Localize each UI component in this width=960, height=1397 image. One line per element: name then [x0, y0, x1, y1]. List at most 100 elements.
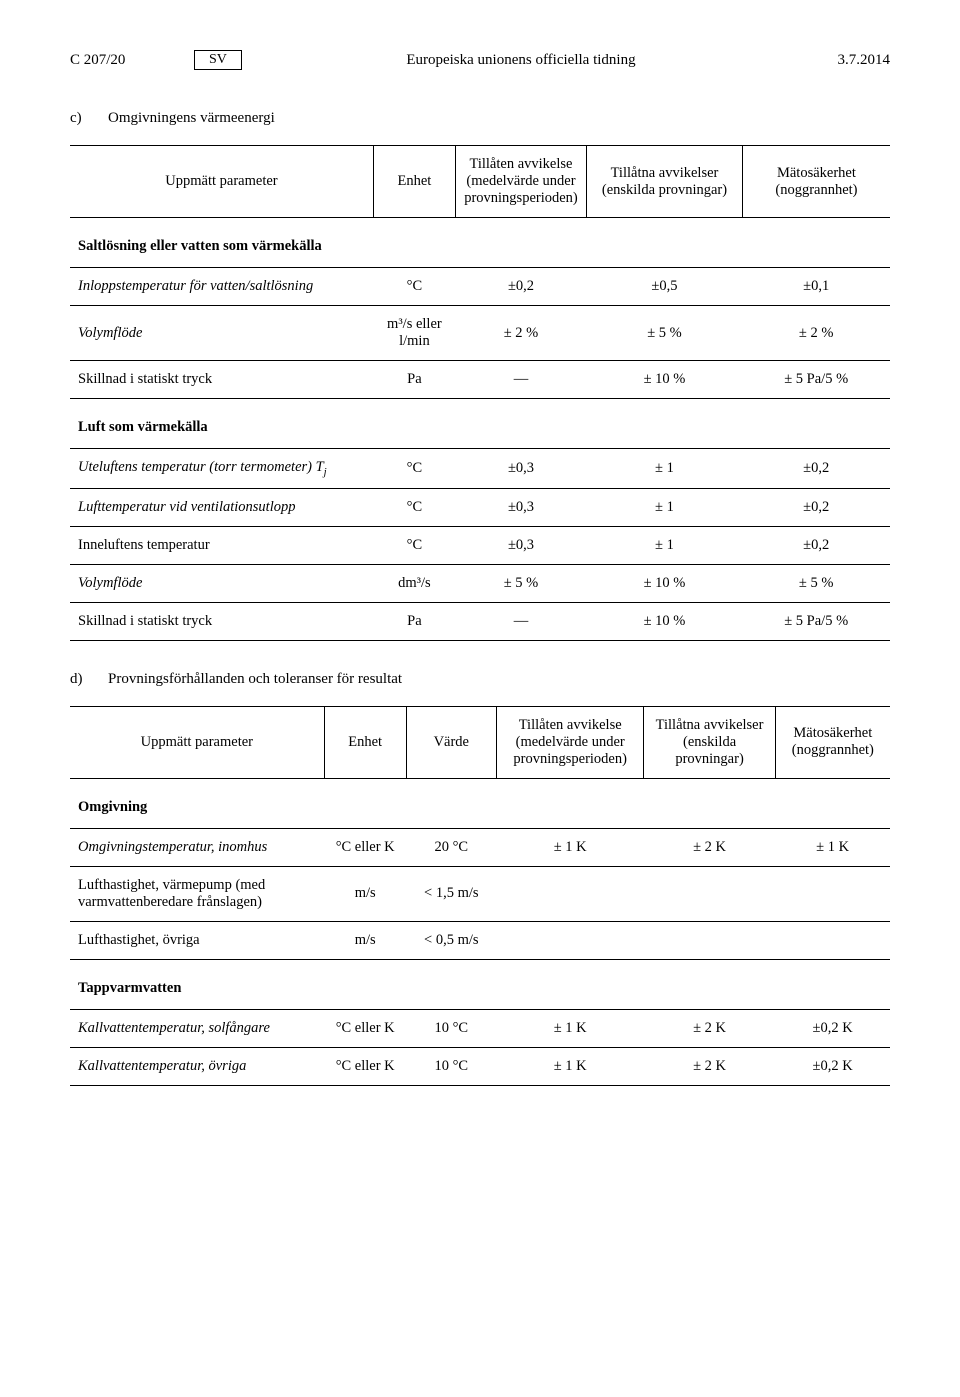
table-row: Skillnad i statiskt tryck Pa — ± 10 % ± … — [70, 361, 890, 399]
cell-b: ± 2 K — [644, 828, 775, 866]
cell-unit: °C eller K — [324, 1009, 406, 1047]
cell-c: ±0,2 — [742, 526, 890, 564]
table-row: Inloppstemperatur för vatten/saltlösning… — [70, 268, 890, 306]
cell-a: — — [455, 602, 586, 640]
cell-param: Kallvattentemperatur, solfångare — [70, 1009, 324, 1047]
cell-b: ±0,5 — [587, 268, 743, 306]
cell-unit: °C — [373, 449, 455, 489]
cell-unit: °C — [373, 268, 455, 306]
cell-unit: °C eller K — [324, 828, 406, 866]
cell-a: ±0,3 — [455, 526, 586, 564]
cell-val: 10 °C — [406, 1047, 496, 1085]
page-header: C 207/20 SV Europeiska unionens officiel… — [70, 50, 890, 70]
cell-a: ± 1 K — [496, 1047, 644, 1085]
cell-unit: Pa — [373, 361, 455, 399]
cell-c: ±0,2 K — [775, 1047, 890, 1085]
cell-b: ± 10 % — [587, 361, 743, 399]
cell-param: Volymflöde — [70, 564, 373, 602]
cell-c: ±0,2 — [742, 449, 890, 489]
cell-param: Lufttemperatur vid ventilationsutlopp — [70, 488, 373, 526]
table-d-group2: Tappvarmvatten — [70, 959, 890, 1009]
cell-unit: °C — [373, 526, 455, 564]
group1-title: Omgivning — [70, 778, 890, 828]
table-c-group2: Luft som värmekälla — [70, 399, 890, 449]
table-c: Uppmätt parameter Enhet Tillåten avvikel… — [70, 145, 890, 641]
table-row: Skillnad i statiskt tryck Pa — ± 10 % ± … — [70, 602, 890, 640]
cell-a — [496, 866, 644, 921]
cell-a: ± 5 % — [455, 564, 586, 602]
cell-a — [496, 921, 644, 959]
cell-unit: m/s — [324, 921, 406, 959]
table-row: Inneluftens temperatur °C ±0,3 ± 1 ±0,2 — [70, 526, 890, 564]
header-date: 3.7.2014 — [800, 52, 890, 69]
cell-param: Lufthastighet, övriga — [70, 921, 324, 959]
group2-title: Tappvarmvatten — [70, 959, 890, 1009]
cell-b: ± 5 % — [587, 306, 743, 361]
cell-unit: °C — [373, 488, 455, 526]
cell-b: ± 10 % — [587, 564, 743, 602]
cell-b: ± 1 — [587, 488, 743, 526]
cell-b: ± 2 K — [644, 1047, 775, 1085]
section-d-title: Provningsförhållanden och toleranser för… — [108, 671, 402, 688]
cell-val: 10 °C — [406, 1009, 496, 1047]
table-row: Kallvattentemperatur, övriga °C eller K … — [70, 1047, 890, 1085]
header-left: C 207/20 — [70, 52, 190, 69]
section-d-label: d) Provningsförhållanden och toleranser … — [70, 671, 890, 688]
cell-param: Inneluftens temperatur — [70, 526, 373, 564]
cell-c: ± 5 % — [742, 564, 890, 602]
table-row: Uteluftens temperatur (torr termometer) … — [70, 449, 890, 489]
header-lang: SV — [194, 50, 242, 70]
cell-a: ±0,2 — [455, 268, 586, 306]
cell-b — [644, 866, 775, 921]
table-row: Volymflöde dm³/s ± 5 % ± 10 % ± 5 % — [70, 564, 890, 602]
group1-title: Saltlösning eller vatten som värmekälla — [70, 218, 890, 268]
table-row: Kallvattentemperatur, solfångare °C elle… — [70, 1009, 890, 1047]
cell-c: ±0,1 — [742, 268, 890, 306]
section-c-label: c) Omgivningens värmeenergi — [70, 110, 890, 127]
cell-val: 20 °C — [406, 828, 496, 866]
header-title: Europeiska unionens officiella tidning — [242, 52, 800, 69]
col-dev-avg: Tillåten avvikelse (medelvärde under pro… — [496, 706, 644, 778]
cell-c: ± 1 K — [775, 828, 890, 866]
col-value: Värde — [406, 706, 496, 778]
table-d-group1: Omgivning — [70, 778, 890, 828]
table-d-header-row: Uppmätt parameter Enhet Värde Tillåten a… — [70, 706, 890, 778]
cell-unit: m³/s eller l/min — [373, 306, 455, 361]
cell-b: ± 1 — [587, 449, 743, 489]
cell-c — [775, 866, 890, 921]
section-d-letter: d) — [70, 671, 108, 688]
cell-unit: dm³/s — [373, 564, 455, 602]
cell-b: ± 1 — [587, 526, 743, 564]
table-d: Uppmätt parameter Enhet Värde Tillåten a… — [70, 706, 890, 1086]
cell-b: ± 10 % — [587, 602, 743, 640]
col-dev-ind: Tillåtna avvikelser (enskilda provningar… — [644, 706, 775, 778]
col-unit: Enhet — [373, 146, 455, 218]
table-c-group1: Saltlösning eller vatten som värmekälla — [70, 218, 890, 268]
cell-b — [644, 921, 775, 959]
cell-a: — — [455, 361, 586, 399]
cell-unit: Pa — [373, 602, 455, 640]
table-c-header-row: Uppmätt parameter Enhet Tillåten avvikel… — [70, 146, 890, 218]
table-row: Volymflöde m³/s eller l/min ± 2 % ± 5 % … — [70, 306, 890, 361]
col-param: Uppmätt parameter — [70, 706, 324, 778]
cell-param: Skillnad i statiskt tryck — [70, 361, 373, 399]
cell-param: Uteluftens temperatur (torr termometer) … — [70, 449, 373, 489]
cell-a: ± 1 K — [496, 1009, 644, 1047]
table-row: Lufthastighet, värmepump (med varmvatten… — [70, 866, 890, 921]
table-row: Lufttemperatur vid ventilationsutlopp °C… — [70, 488, 890, 526]
cell-a: ±0,3 — [455, 488, 586, 526]
cell-a: ± 2 % — [455, 306, 586, 361]
col-param: Uppmätt parameter — [70, 146, 373, 218]
table-row: Omgivningstemperatur, inomhus °C eller K… — [70, 828, 890, 866]
section-c-letter: c) — [70, 110, 108, 127]
cell-param: Skillnad i statiskt tryck — [70, 602, 373, 640]
cell-unit: °C eller K — [324, 1047, 406, 1085]
cell-param: Lufthastighet, värmepump (med varmvatten… — [70, 866, 324, 921]
cell-a: ±0,3 — [455, 449, 586, 489]
cell-val: < 0,5 m/s — [406, 921, 496, 959]
cell-c: ± 2 % — [742, 306, 890, 361]
cell-val: < 1,5 m/s — [406, 866, 496, 921]
col-unit: Enhet — [324, 706, 406, 778]
cell-param: Kallvattentemperatur, övriga — [70, 1047, 324, 1085]
col-uncert: Mätosäkerhet (noggrannhet) — [775, 706, 890, 778]
